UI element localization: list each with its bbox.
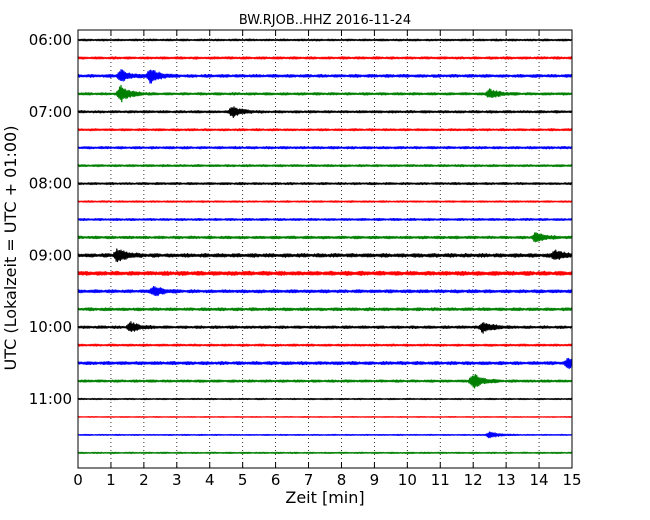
y-tick-label: 09:00 <box>29 246 72 264</box>
trace-line <box>77 217 573 222</box>
trace-line <box>77 181 573 186</box>
y-tick-label: 08:00 <box>29 175 72 193</box>
trace-line <box>77 285 573 297</box>
trace-line <box>77 38 573 42</box>
trace-line <box>77 374 573 389</box>
x-tick-label: 4 <box>205 471 215 489</box>
trace-line <box>77 248 573 263</box>
trace-line <box>77 397 573 401</box>
trace-line <box>77 69 573 84</box>
x-tick-label: 10 <box>398 471 417 489</box>
y-tick-label: 07:00 <box>29 103 72 121</box>
trace-line <box>77 200 573 203</box>
x-tick-label: 6 <box>271 471 281 489</box>
trace-line <box>77 232 573 243</box>
trace-line <box>77 357 573 370</box>
y-tick-label: 11:00 <box>29 390 72 408</box>
trace-line <box>77 56 573 60</box>
x-tick-label: 5 <box>238 471 248 489</box>
x-tick-label: 7 <box>304 471 314 489</box>
x-tick-label: 1 <box>106 471 116 489</box>
x-tick-label: 8 <box>337 471 347 489</box>
trace-lines <box>77 38 573 455</box>
trace-line <box>77 270 573 277</box>
grid-lines <box>110 30 540 468</box>
y-axis-label: UTC (Lokalzeit = UTC + 01:00) <box>1 126 20 371</box>
x-tick-label: 2 <box>139 471 149 489</box>
x-tick-label: 9 <box>370 471 380 489</box>
trace-line <box>77 321 573 334</box>
x-tick-label: 15 <box>562 471 581 489</box>
plot-frame <box>77 29 573 469</box>
axis-ticks: 0 1 2 3 4 5 6 7 8 9 10 11 12 13 14 1506:0007:0008:0009:… <box>29 30 582 489</box>
x-tick-label: 14 <box>530 471 549 489</box>
x-tick-label: 13 <box>497 471 516 489</box>
trace-line <box>77 84 573 103</box>
x-tick-label: 3 <box>172 471 182 489</box>
y-tick-label: 10:00 <box>29 318 72 336</box>
chart-title: BW.RJOB..HHZ 2016-11-24 <box>239 13 411 28</box>
trace-line <box>77 106 573 119</box>
x-tick-label: 12 <box>464 471 483 489</box>
x-tick-label: 11 <box>431 471 450 489</box>
trace-line <box>77 145 573 150</box>
trace-line <box>77 451 573 455</box>
trace-line <box>77 128 573 132</box>
trace-line <box>77 343 573 347</box>
trace-line <box>77 164 573 168</box>
trace-line <box>77 431 573 439</box>
trace-line <box>77 307 573 312</box>
trace-line <box>77 415 573 418</box>
x-axis-label: Zeit [min] <box>285 488 364 507</box>
x-tick-label: 0 <box>73 471 83 489</box>
y-tick-label: 06:00 <box>29 31 72 49</box>
